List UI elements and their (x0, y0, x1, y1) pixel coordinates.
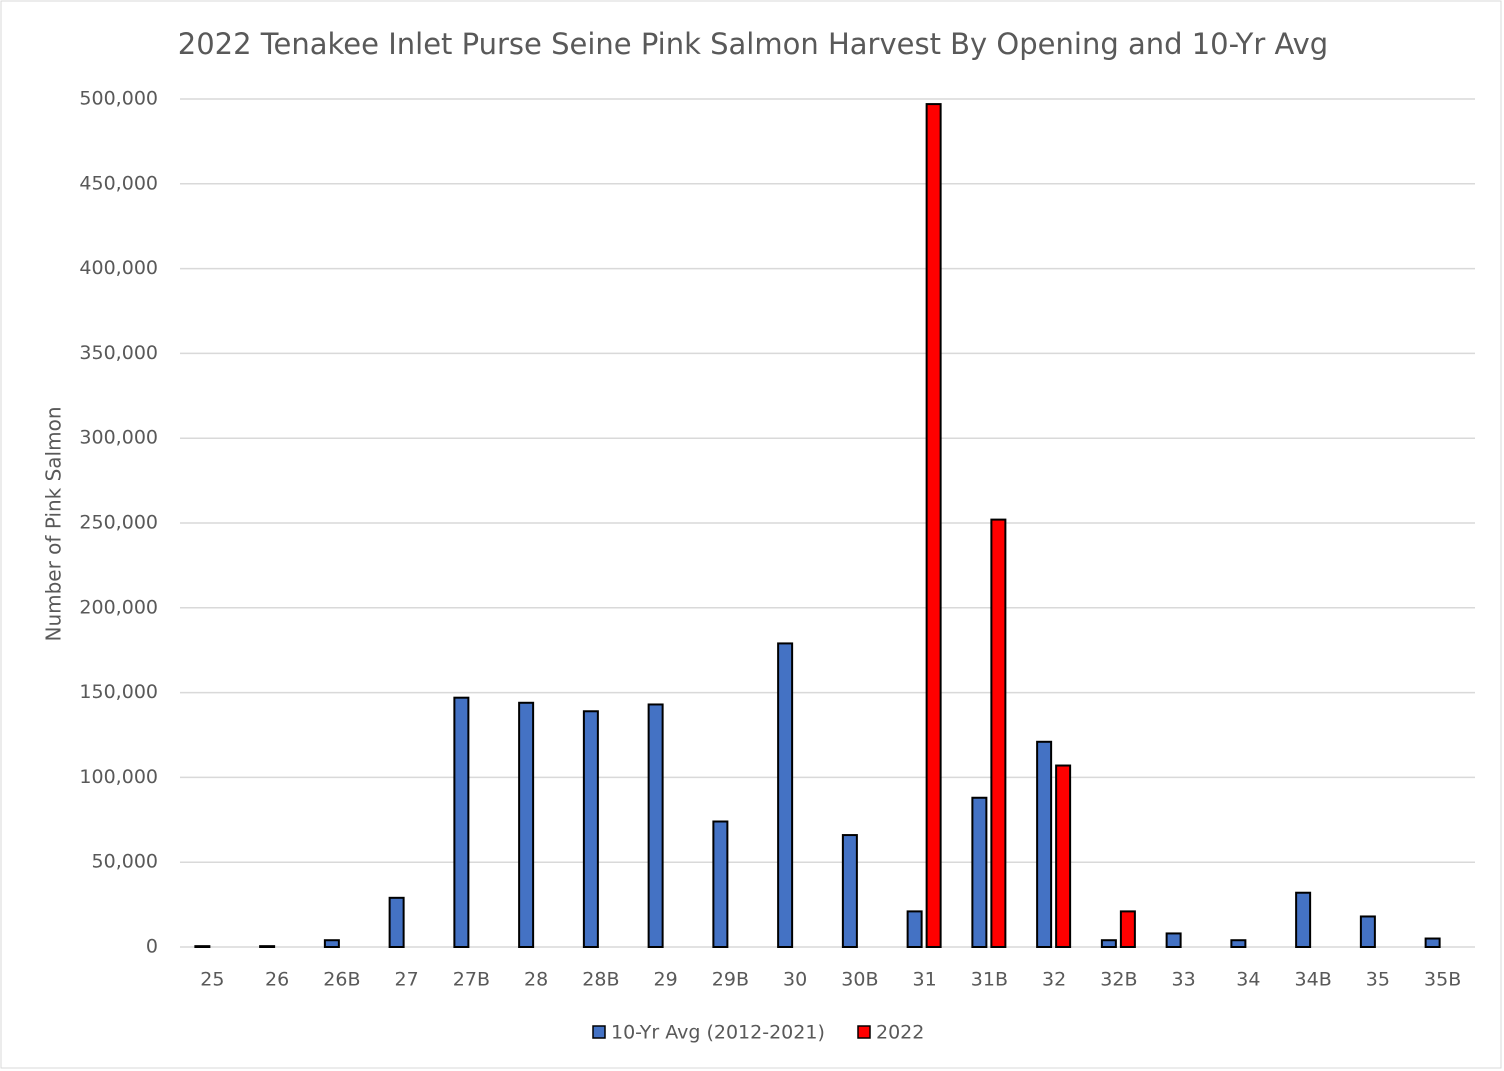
x-tick-label: 33 (1172, 969, 1196, 991)
y-tick-label: 500,000 (79, 88, 158, 110)
bar (1055, 764, 1072, 949)
x-tick-label: 29 (654, 969, 678, 991)
y-tick-label: 350,000 (79, 342, 158, 364)
bar (841, 834, 858, 949)
bar (259, 945, 276, 948)
legend-swatch (857, 1025, 871, 1039)
bar (194, 945, 211, 948)
bar (712, 820, 729, 948)
bar (906, 910, 923, 948)
legend-label: 10-Yr Avg (2012-2021) (611, 1022, 825, 1044)
x-tick-label: 28B (582, 969, 619, 991)
x-tick-label: 34B (1295, 969, 1332, 991)
x-tick-label: 27 (395, 969, 419, 991)
bar (1230, 939, 1247, 949)
x-tick-label: 27B (453, 969, 490, 991)
x-tick-label: 35 (1366, 969, 1390, 991)
x-tick-label: 26 (265, 969, 289, 991)
x-tick-label: 31B (971, 969, 1008, 991)
bar (388, 896, 405, 948)
y-axis-label: Number of Pink Salmon (42, 406, 66, 641)
legend-label: 2022 (876, 1022, 924, 1044)
x-tick-label: 31 (913, 969, 937, 991)
y-tick-label: 300,000 (79, 427, 158, 449)
bar (647, 703, 664, 948)
bar (777, 642, 794, 949)
bar (925, 103, 942, 948)
bar (1165, 932, 1182, 949)
x-tick-label: 26B (323, 969, 360, 991)
x-tick-label: 32B (1100, 969, 1137, 991)
x-tick-label: 30B (841, 969, 878, 991)
legend-swatch (592, 1025, 606, 1039)
x-tick-label: 34 (1236, 969, 1260, 991)
x-tick-label: 29B (712, 969, 749, 991)
bar (971, 796, 988, 949)
y-tick-label: 450,000 (79, 172, 158, 194)
y-tick-label: 0 (146, 936, 158, 958)
y-tick-label: 50,000 (92, 851, 158, 873)
y-tick-label: 400,000 (79, 257, 158, 279)
chart-title: 2022 Tenakee Inlet Purse Seine Pink Salm… (178, 27, 1328, 61)
x-tick-label: 35B (1424, 969, 1461, 991)
bar (1100, 939, 1117, 949)
x-tick-label: 30 (783, 969, 807, 991)
y-tick-label: 200,000 (79, 596, 158, 618)
bar (1424, 937, 1441, 949)
y-tick-label: 250,000 (79, 512, 158, 534)
y-tick-label: 150,000 (79, 681, 158, 703)
y-tick-label: 100,000 (79, 766, 158, 788)
bar (1119, 910, 1136, 948)
x-tick-label: 32 (1042, 969, 1066, 991)
bar (1036, 740, 1053, 948)
bar (518, 701, 535, 948)
bar (323, 939, 340, 949)
bar (582, 710, 599, 948)
bar (453, 696, 470, 948)
x-tick-label: 28 (524, 969, 548, 991)
bar (1295, 891, 1312, 949)
bar (1359, 915, 1376, 948)
bar (990, 518, 1007, 948)
x-tick-label: 25 (200, 969, 224, 991)
